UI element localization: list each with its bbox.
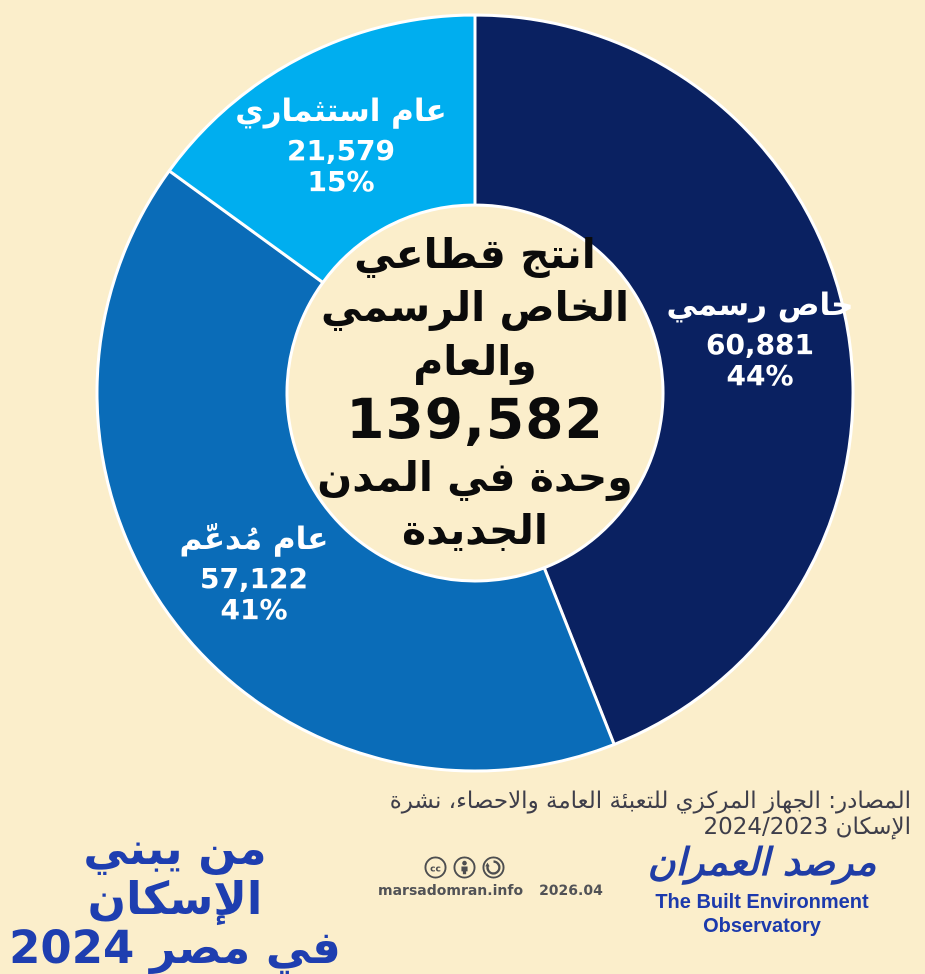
center-line-5: الجديدة [402,506,548,555]
license-caption: marsadomran.info 2026.04 [378,883,603,899]
pie-slice-subsidized-public [95,169,616,773]
sources-note: المصادر: الجهاز المركزي للتعبئة العامة و… [389,788,911,840]
cc-attribution-icon [452,856,476,879]
site-url: marsadomran.info [378,883,524,899]
center-line-3: والعام [413,336,537,385]
cc-badges: cc [378,856,550,879]
brand-logo: مرصد العمران The Built Environment Obser… [609,840,915,938]
donut-chart [95,13,855,773]
chart-center-label: انتج قطاعي الخاص الرسمي والعام 139,582 و… [270,228,680,558]
brand-name-english: The Built Environment Observatory [655,890,869,937]
center-line-1: انتج قطاعي [354,230,596,278]
pie-slice-formal-private [473,13,855,746]
cc-icon: cc [423,856,447,879]
center-line-2: الخاص الرسمي [320,283,630,332]
infographic-canvas: خاص رسمي 60,881 44% عام مُدعّم 57,122 41… [9,13,911,973]
center-total-units: 139,582 [346,386,604,451]
poster-title-line-2: في مصر 2024 [9,921,341,974]
poster-title-line-1: من يبني الإسكان [83,822,267,925]
center-line-4: وحدة في المدن [317,453,633,502]
svg-text:cc: cc [430,864,441,874]
brand-name-arabic: مرصد العمران [647,840,877,884]
poster-title: من يبني الإسكان في مصر 2024 [8,824,342,973]
edition-number: 2026.04 [539,883,603,899]
cc-share-alike-icon [481,856,505,879]
pie-slice-investment-public [167,13,477,284]
license-block: cc marsadomran.info 2026.04 [378,856,603,899]
